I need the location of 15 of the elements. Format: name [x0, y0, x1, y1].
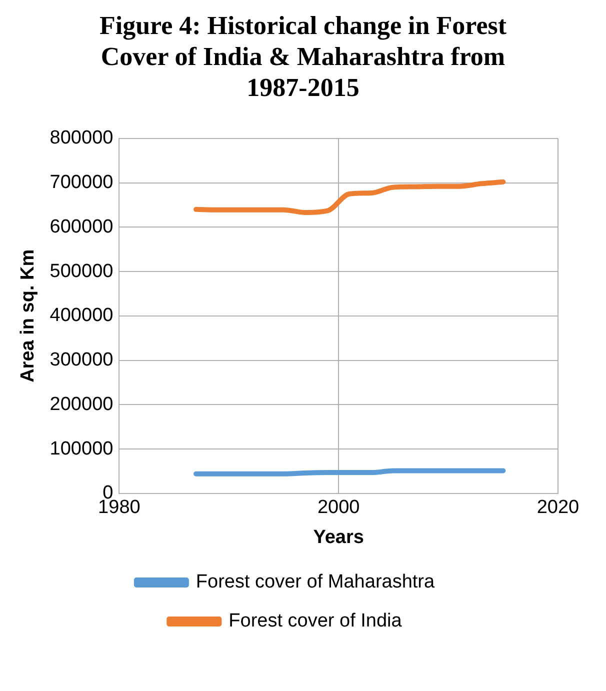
y-tick-label: 300000 — [50, 350, 114, 371]
y-tick-label: 200000 — [50, 394, 114, 415]
legend-label: Forest cover of India — [228, 610, 402, 632]
x-tick-label: 2020 — [536, 497, 580, 518]
y-tick-label: 500000 — [50, 260, 114, 282]
y-axis-title: Area in sq. Km — [18, 249, 39, 382]
x-tick-label: 2000 — [317, 497, 360, 518]
y-tick-label: 600000 — [50, 216, 114, 238]
legend-label: Forest cover of Maharashtra — [196, 572, 436, 593]
y-tick-label: 700000 — [50, 172, 114, 194]
y-tick-label: 800000 — [50, 128, 114, 149]
chart-title: Figure 4: Historical change in Forest Cover of India & Maharashtra from 1987-2015 — [98, 10, 508, 103]
y-tick-label: 100000 — [50, 438, 114, 460]
y-tick-label: 400000 — [50, 305, 114, 326]
x-axis-title: Years — [313, 526, 364, 548]
